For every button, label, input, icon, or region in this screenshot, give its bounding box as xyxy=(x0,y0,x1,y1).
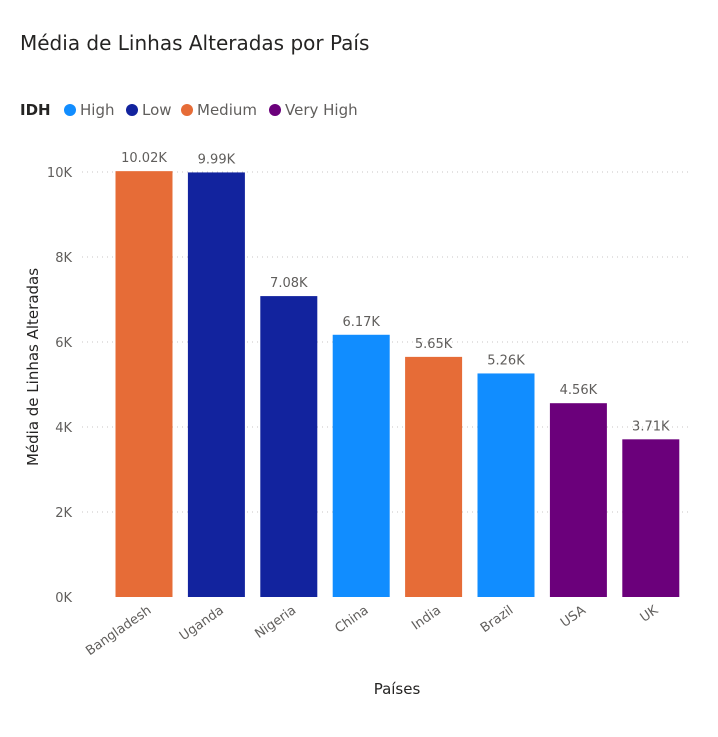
data-label: 5.65K xyxy=(415,337,453,352)
legend-label: Very High xyxy=(285,101,358,119)
y-axis-ticks: 0K 2K 4K 6K 8K 10K xyxy=(47,166,73,606)
data-label: 7.08K xyxy=(270,276,308,291)
bar-brazil[interactable] xyxy=(477,373,535,597)
legend-item-low[interactable]: Low xyxy=(126,101,172,119)
bar-uganda[interactable] xyxy=(187,172,245,598)
data-label: 10.02K xyxy=(121,151,167,166)
y-axis-label: Média de Linhas Alteradas xyxy=(24,268,42,466)
bar-india[interactable] xyxy=(405,356,463,597)
x-tick-label: India xyxy=(409,603,444,634)
x-tick-label: Nigeria xyxy=(252,603,299,642)
y-tick-label: 2K xyxy=(55,506,72,521)
y-tick-label: 8K xyxy=(55,251,72,266)
legend-marker xyxy=(181,104,193,116)
bars xyxy=(115,171,680,598)
bar-usa[interactable] xyxy=(549,403,607,597)
x-tick-label: Bangladesh xyxy=(83,603,154,659)
data-label: 9.99K xyxy=(198,152,236,167)
legend-title: IDH xyxy=(20,101,51,119)
x-tick-label: UK xyxy=(638,603,662,626)
legend-label: Medium xyxy=(197,101,257,119)
legend-marker xyxy=(64,104,76,116)
bar-uk[interactable] xyxy=(622,439,680,597)
x-tick-label: China xyxy=(332,603,371,637)
bar-bangladesh[interactable] xyxy=(115,171,173,597)
legend-label: Low xyxy=(142,101,172,119)
legend-item-medium[interactable]: Medium xyxy=(181,101,257,119)
data-label: 4.56K xyxy=(560,383,598,398)
x-tick-label: Uganda xyxy=(177,603,227,644)
bar-china[interactable] xyxy=(332,334,390,597)
x-axis-label: Países xyxy=(374,680,421,698)
legend-marker xyxy=(126,104,138,116)
legend-item-high[interactable]: High xyxy=(64,101,114,119)
y-tick-label: 0K xyxy=(55,591,72,606)
data-label: 3.71K xyxy=(632,419,670,434)
data-label: 5.26K xyxy=(487,353,525,368)
legend-label: High xyxy=(80,101,114,119)
y-tick-label: 10K xyxy=(47,166,73,181)
data-label: 6.17K xyxy=(342,315,380,330)
data-labels: 10.02K 9.99K 7.08K 6.17K 5.65K 5.26K 4.56K 3.71… xyxy=(121,151,670,434)
legend-marker xyxy=(269,104,281,116)
chart-title: Média de Linhas Alteradas por País xyxy=(20,31,369,55)
legend-item-very-high[interactable]: Very High xyxy=(269,101,358,119)
x-axis-ticks: Bangladesh Uganda Nigeria China India Brazil U… xyxy=(83,603,661,659)
y-tick-label: 4K xyxy=(55,421,72,436)
x-tick-label: Brazil xyxy=(478,603,516,636)
x-tick-label: USA xyxy=(558,603,589,631)
bar-nigeria[interactable] xyxy=(260,296,318,597)
legend: IDH High Low Medium Very High xyxy=(20,101,358,119)
y-tick-label: 6K xyxy=(55,336,72,351)
